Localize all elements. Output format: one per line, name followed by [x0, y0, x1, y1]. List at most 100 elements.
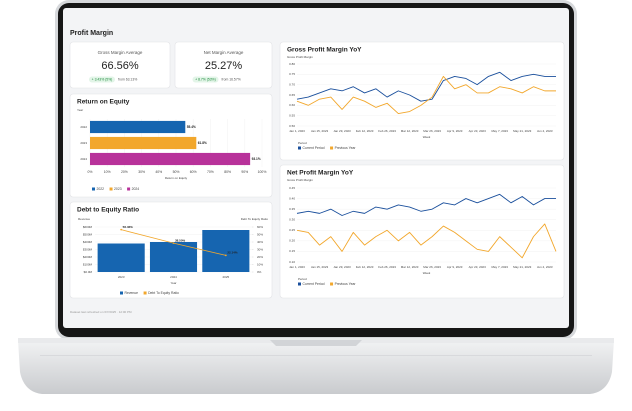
y-tick-label: 2022 — [80, 125, 87, 129]
y-tick-label: 0.60 — [289, 103, 295, 107]
x-tick-label: 70% — [207, 170, 214, 174]
kpi-value: 66.56% — [101, 60, 139, 72]
legend-swatch — [298, 282, 301, 286]
change-pill — [89, 76, 115, 83]
axis-title: Year — [77, 108, 83, 112]
line — [296, 71, 556, 102]
axis-title: Gross Profit Margin — [287, 55, 313, 59]
data-label: 93.1% — [252, 157, 261, 161]
y-tick-label: 0.40 — [289, 196, 295, 200]
bar — [149, 242, 198, 272]
y2-tick-label: 60% — [257, 225, 263, 229]
x-tick-label: 60% — [190, 170, 197, 174]
y-tick-label: 0.25 — [289, 228, 295, 232]
legend-title: Period — [298, 277, 307, 281]
axis-title: Week — [423, 135, 431, 139]
keyboard-edge — [40, 355, 592, 356]
data-label: 61.8% — [198, 141, 207, 145]
point — [172, 242, 175, 245]
y-tick-label: 2023 — [80, 141, 87, 145]
legend-label: Previous Year — [335, 146, 357, 150]
kpi-from: from 63.13% — [118, 77, 137, 81]
legend-label: Current Period — [303, 146, 325, 150]
legend-swatch — [109, 187, 113, 191]
kpi-label: Net Margin Average — [204, 50, 244, 55]
data-label: 55.4% — [187, 125, 196, 129]
x-tick-label: 90% — [241, 170, 248, 174]
x-tick-label: 0% — [88, 170, 93, 174]
data-label: 22.14% — [227, 251, 238, 255]
x-tick-label: Mar 12, 2023 — [401, 129, 419, 133]
y-tick-label: 0.30 — [289, 218, 295, 222]
legend-swatch — [143, 291, 147, 295]
x-tick-label: May 21, 2023 — [513, 129, 532, 133]
x-tick-label: May 7, 2023 — [491, 129, 508, 133]
y2-tick-label: 50% — [257, 232, 263, 236]
page-title: Profit Margin — [70, 30, 113, 37]
panel-title: Net Profit Margin YoY — [287, 170, 354, 177]
data-label: 56.46% — [123, 225, 134, 229]
x-tick-label: Feb 12, 2023 — [356, 129, 374, 133]
x-tick-label: Jun 4, 2023 — [537, 129, 553, 133]
panel — [279, 164, 565, 299]
x-tick-label: Jan 1, 2023 — [289, 265, 305, 269]
bar — [90, 120, 186, 134]
legend-swatch — [330, 146, 334, 150]
legend-swatch — [120, 291, 123, 295]
y-tick-label: 0.10 — [289, 260, 295, 264]
y2-tick-label: 0% — [257, 270, 262, 274]
y2-tick-label: 20% — [257, 255, 263, 259]
y2-tick-label: 10% — [257, 262, 263, 266]
bar — [90, 152, 251, 166]
x-tick-label: May 21, 2023 — [513, 265, 532, 269]
x-tick-label: Apr 23, 2023 — [469, 129, 487, 133]
legend-label: Revenue — [125, 291, 139, 295]
x-tick-label: 2025 — [222, 275, 229, 279]
y-tick-label: 2024 — [80, 157, 87, 161]
legend-label: 2023 — [114, 187, 122, 191]
x-tick-label: Apr 9, 2023 — [447, 265, 463, 269]
notch — [270, 340, 362, 346]
legend-label: 2022 — [97, 187, 105, 191]
y-tick-label: $500M — [83, 232, 93, 236]
line — [296, 75, 556, 115]
bar — [90, 136, 197, 150]
axis-title: Week — [423, 271, 431, 275]
legend-swatch — [330, 282, 334, 286]
y-tick-label: 0.50 — [289, 124, 295, 128]
change-pill — [192, 76, 219, 83]
kpi-from: from 16.57% — [222, 77, 241, 81]
legend-label: Debt To Equity Ratio — [148, 291, 179, 295]
y-tick-label: 0.65 — [289, 93, 295, 97]
legend-label: 2024 — [132, 187, 140, 191]
point — [120, 228, 123, 231]
x-tick-label: 30% — [138, 170, 145, 174]
x-tick-label: 2023 — [118, 275, 125, 279]
x-tick-label: Jan 29, 2023 — [333, 129, 351, 133]
y-tick-label: 0.20 — [289, 239, 295, 243]
kpi-change: + 8.7% (53%) — [195, 77, 216, 81]
line — [296, 223, 557, 259]
x-tick-label: Mar 26, 2023 — [423, 129, 441, 133]
axis-title: Year — [170, 281, 176, 285]
x-tick-label: 50% — [173, 170, 180, 174]
y-tick-label: 0.70 — [289, 82, 295, 86]
panel-title: Debt to Equity Ratio — [77, 207, 139, 214]
y-tick-label: $100M — [83, 262, 93, 266]
x-tick-label: Jan 15, 2023 — [311, 265, 329, 269]
legend-swatch — [92, 187, 95, 191]
axis-title: Debt To Equity Ratio — [241, 217, 269, 221]
y-tick-label: 0.55 — [289, 113, 295, 117]
axis-title: Revenue — [78, 217, 90, 221]
x-tick-label: 2024 — [170, 275, 177, 279]
x-tick-label: Mar 12, 2023 — [401, 265, 419, 269]
data-label: 38.50% — [175, 238, 186, 242]
y-tick-label: $600M — [83, 225, 93, 229]
x-tick-label: May 7, 2023 — [491, 265, 508, 269]
legend-swatch — [298, 146, 301, 150]
x-tick-label: Jun 4, 2023 — [537, 265, 553, 269]
x-tick-label: Mar 26, 2023 — [423, 265, 441, 269]
y2-tick-label: 40% — [257, 240, 263, 244]
axis-title: Return on Equity — [165, 176, 188, 180]
y-tick-label: 0.45 — [289, 186, 295, 190]
